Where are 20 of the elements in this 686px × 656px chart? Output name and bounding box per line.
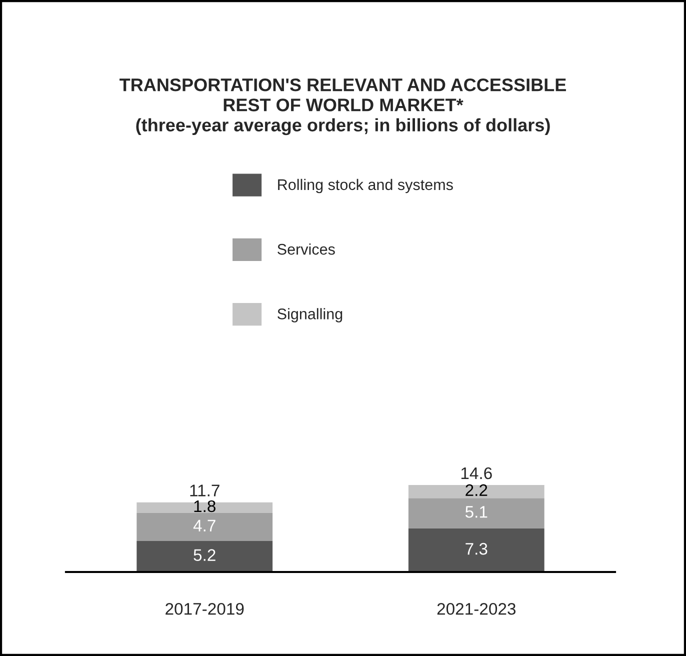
bar — [136, 513, 273, 542]
legend-label: Signalling — [278, 308, 342, 322]
data-label: 2.2 — [466, 484, 488, 496]
bar — [408, 498, 544, 529]
bar — [136, 502, 273, 514]
legend-label: Rolling stock and systems — [278, 178, 453, 194]
x-tick-label: 2017-2019 — [166, 602, 244, 615]
data-label: 4.7 — [193, 520, 216, 532]
data-label: 1.8 — [194, 500, 216, 512]
data-label: 5.2 — [194, 549, 216, 561]
chart-title: TRANSPORTATION'S RELEVANT AND ACCESSIBLE REST OF WORLD MARKET* (three-year average orders; in billions of dollars) — [120, 78, 566, 136]
bar — [136, 541, 273, 572]
data-label: 5.1 — [465, 506, 488, 518]
bar — [408, 528, 544, 572]
bar — [408, 485, 544, 498]
total-label: 11.7 — [190, 484, 220, 496]
legend-label: Services — [278, 244, 335, 255]
x-tick-label: 2021-2023 — [437, 602, 516, 615]
data-label: 7.3 — [466, 542, 488, 555]
total-label: 14.6 — [461, 467, 492, 480]
